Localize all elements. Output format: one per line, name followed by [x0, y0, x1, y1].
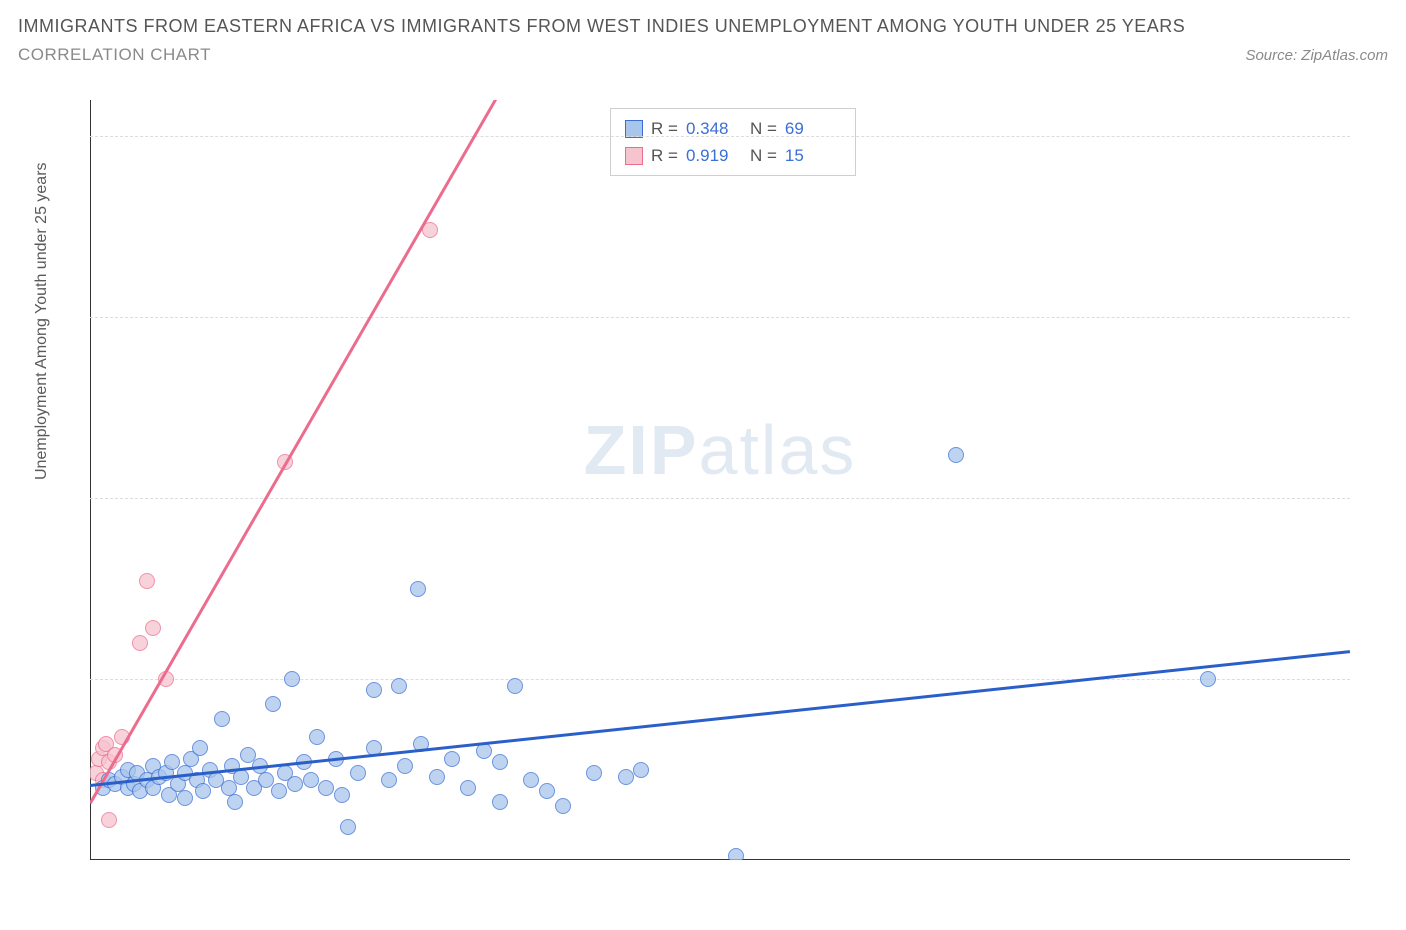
point-series1 — [366, 682, 382, 698]
point-series1 — [618, 769, 634, 785]
point-series1 — [429, 769, 445, 785]
n-value-series1: 69 — [785, 115, 841, 142]
point-series1 — [284, 671, 300, 687]
source-attribution: Source: ZipAtlas.com — [1245, 47, 1388, 64]
watermark: ZIPatlas — [584, 410, 857, 490]
point-series1 — [728, 848, 744, 860]
point-series1 — [381, 772, 397, 788]
point-series1 — [492, 794, 508, 810]
point-series1 — [309, 729, 325, 745]
point-series1 — [476, 743, 492, 759]
point-series1 — [410, 581, 426, 597]
point-series2 — [101, 812, 117, 828]
point-series1 — [318, 780, 334, 796]
point-series2 — [139, 573, 155, 589]
point-series1 — [555, 798, 571, 814]
gridline — [90, 679, 1350, 680]
point-series1 — [350, 765, 366, 781]
point-series1 — [633, 762, 649, 778]
point-series2 — [145, 620, 161, 636]
point-series1 — [523, 772, 539, 788]
point-series1 — [539, 783, 555, 799]
point-series1 — [492, 754, 508, 770]
point-series1 — [265, 696, 281, 712]
correlation-stats-box: R = 0.348 N = 69 R = 0.919 N = 15 — [610, 108, 856, 176]
point-series1 — [391, 678, 407, 694]
chart-title: IMMIGRANTS FROM EASTERN AFRICA VS IMMIGR… — [18, 12, 1388, 41]
point-series1 — [227, 794, 243, 810]
point-series1 — [287, 776, 303, 792]
gridline — [90, 136, 1350, 137]
r-value-series2: 0.919 — [686, 142, 742, 169]
point-series1 — [460, 780, 476, 796]
point-series1 — [1200, 671, 1216, 687]
chart-subtitle: CORRELATION CHART — [18, 45, 211, 65]
plot-region: ZIPatlas R = 0.348 N = 69 R = 0.919 N = … — [90, 100, 1350, 860]
swatch-series2-icon — [625, 147, 643, 165]
y-axis — [90, 100, 91, 860]
gridline — [90, 498, 1350, 499]
point-series1 — [303, 772, 319, 788]
point-series1 — [948, 447, 964, 463]
point-series1 — [340, 819, 356, 835]
point-series1 — [444, 751, 460, 767]
stats-row-series2: R = 0.919 N = 15 — [625, 142, 841, 169]
trendline-series1 — [90, 650, 1350, 786]
point-series1 — [192, 740, 208, 756]
point-series1 — [334, 787, 350, 803]
point-series1 — [214, 711, 230, 727]
r-value-series1: 0.348 — [686, 115, 742, 142]
point-series2 — [132, 635, 148, 651]
point-series1 — [397, 758, 413, 774]
n-value-series2: 15 — [785, 142, 841, 169]
point-series1 — [271, 783, 287, 799]
trendline-series2 — [90, 100, 516, 804]
point-series1 — [586, 765, 602, 781]
point-series1 — [507, 678, 523, 694]
stats-row-series1: R = 0.348 N = 69 — [625, 115, 841, 142]
swatch-series1-icon — [625, 120, 643, 138]
point-series1 — [177, 790, 193, 806]
gridline — [90, 317, 1350, 318]
y-axis-label: Unemployment Among Youth under 25 years — [33, 162, 51, 480]
chart-area: Unemployment Among Youth under 25 years … — [60, 100, 1360, 860]
